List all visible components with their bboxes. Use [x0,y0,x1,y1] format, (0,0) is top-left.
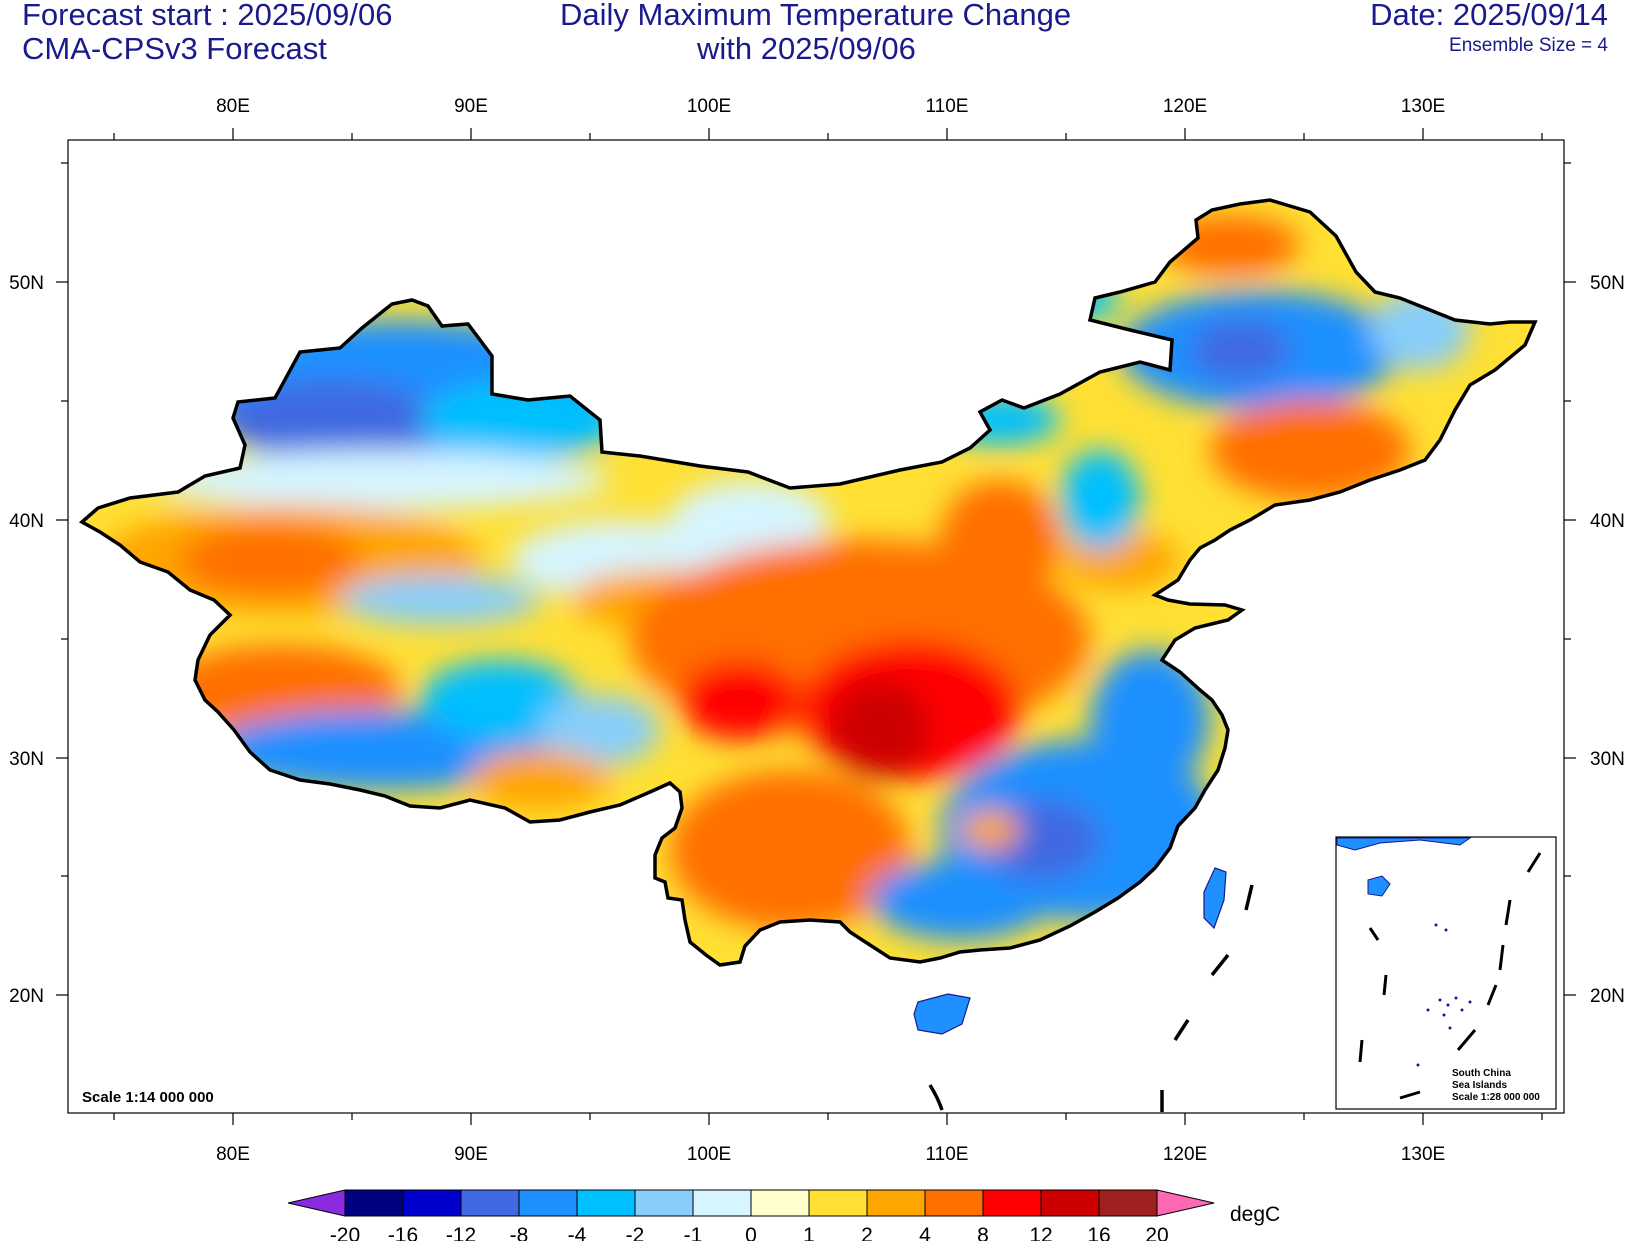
lon-label: 80E [216,1144,250,1165]
lon-label: 120E [1163,1144,1207,1165]
inset-label-line3: Scale 1:28 000 000 [1452,1092,1540,1103]
map-title-line1: Daily Maximum Temperature Change [560,0,1072,32]
lat-label: 50N [9,273,44,294]
colorbar: -20 -16 -12 -8 -4 -2 -1 0 1 2 4 8 12 16 20 [287,1189,1215,1241]
lon-label: 90E [454,96,488,117]
colorbar-swatch [982,1189,1042,1217]
colorbar-swatch [460,1189,520,1217]
colorbar-tick-label: -8 [510,1224,529,1241]
colorbar-swatch [1098,1189,1158,1217]
inset-label-line1: South China [1452,1068,1511,1079]
colorbar-tick-label: -20 [330,1224,360,1241]
colorbar-tick-label: 12 [1029,1224,1052,1241]
colorbar-tick-label: 8 [977,1224,989,1241]
maritime-boundary [928,884,1254,1112]
graticule-ticks [56,128,1576,1125]
colorbar-swatch [344,1189,404,1217]
colorbar-tick-label: 2 [861,1224,873,1241]
colorbar-tick-label: -1 [684,1224,703,1241]
lat-label: 50N [1590,273,1625,294]
lon-labels-bottom: 80E 90E 100E 110E 120E 130E [216,1144,1445,1165]
lon-label: 100E [687,1144,731,1165]
colorbar-tick-label: -4 [568,1224,587,1241]
lon-label: 100E [687,96,731,117]
colorbar-tick-label: 4 [919,1224,931,1241]
model-name-text: CMA-CPSv3 Forecast [22,31,327,66]
colorbar-tick-label: 20 [1145,1224,1168,1241]
colorbar-tick-label: -12 [446,1224,476,1241]
colorbar-tick-label: 1 [803,1224,815,1241]
lat-label: 40N [1590,511,1625,532]
lon-label: 110E [926,96,969,117]
ensemble-size-text: Ensemble Size = 4 [1449,35,1608,56]
valid-date-text: Date: 2025/09/14 [1370,0,1608,32]
colorbar-swatch [634,1189,694,1217]
lon-label: 80E [216,96,250,117]
colorbar-tick-label: 0 [745,1224,757,1241]
lat-label: 20N [1590,986,1625,1007]
colorbar-unit-label: degC [1230,1203,1280,1226]
colorbar-tick-label: 16 [1087,1224,1110,1241]
colorbar-swatch [402,1189,462,1217]
colorbar-swatch [518,1189,578,1217]
lat-labels-left: 50N 40N 30N 20N [9,273,44,1007]
colorbar-swatch [866,1189,926,1217]
colorbar-swatch [924,1189,984,1217]
lon-label: 120E [1163,96,1207,117]
lon-label: 130E [1401,96,1445,117]
lon-label: 130E [1401,1144,1445,1165]
map-title-line2: with 2025/09/06 [697,31,916,66]
colorbar-swatch [692,1189,752,1217]
inset-label-line2: Sea Islands [1452,1080,1507,1091]
lat-label: 30N [1590,749,1625,770]
taiwan-island [1203,867,1227,930]
map-scale-label: Scale 1:14 000 000 [82,1089,214,1106]
lat-label: 30N [9,749,44,770]
colorbar-swatch [808,1189,868,1217]
lon-label: 90E [454,1144,488,1165]
colorbar-over-triangle [1156,1189,1215,1217]
colorbar-swatch [1040,1189,1100,1217]
colorbar-swatch [576,1189,636,1217]
lon-labels-top: 80E 90E 100E 110E 120E 130E [216,96,1445,117]
lat-label: 40N [9,511,44,532]
colorbar-tick-label: -16 [388,1224,418,1241]
colorbar-swatch [750,1189,810,1217]
hainan-island [913,993,971,1035]
lon-label: 110E [926,1144,969,1165]
south-china-sea-inset: South China Sea Islands Scale 1:28 000 0… [1335,836,1557,1110]
lat-label: 20N [9,986,44,1007]
forecast-start-text: Forecast start : 2025/09/06 [22,0,393,32]
colorbar-under-triangle [287,1189,346,1217]
lat-labels-right: 50N 40N 30N 20N [1590,273,1625,1007]
colorbar-tick-label: -2 [626,1224,645,1241]
